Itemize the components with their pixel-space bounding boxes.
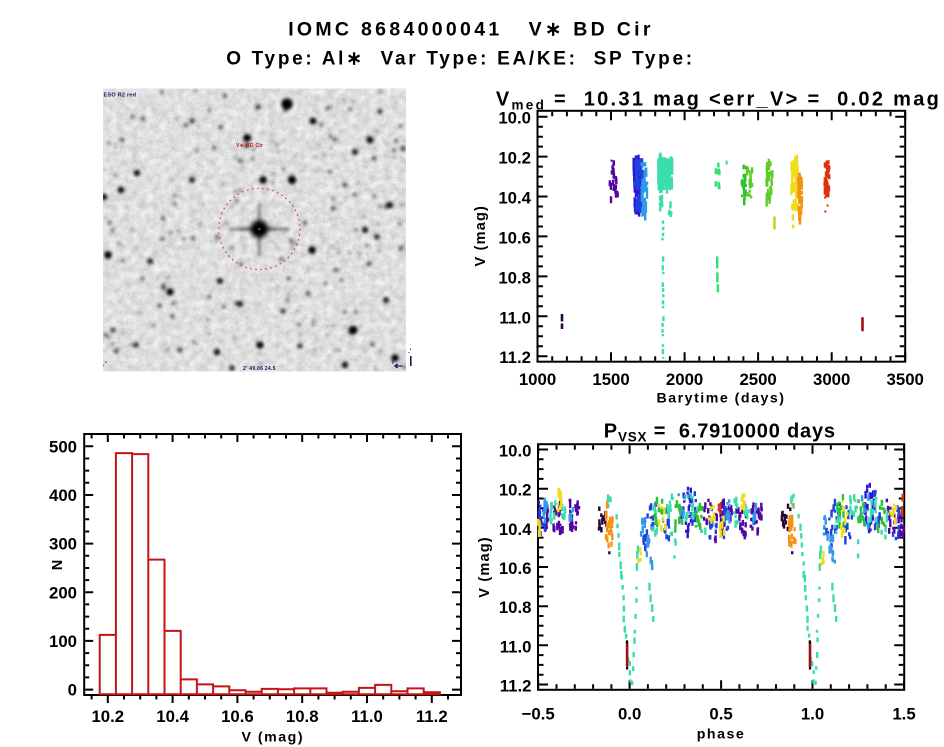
svg-text:3500: 3500 xyxy=(887,370,924,389)
svg-text:10.6: 10.6 xyxy=(499,559,532,578)
svg-text:1000: 1000 xyxy=(519,370,556,389)
svg-text:1500: 1500 xyxy=(592,370,629,389)
svg-text:300: 300 xyxy=(49,535,77,554)
svg-text:10.2: 10.2 xyxy=(498,149,531,168)
svg-text:V (mag): V (mag) xyxy=(473,205,489,267)
svg-text:10.8: 10.8 xyxy=(286,707,319,726)
svg-text:3000: 3000 xyxy=(813,370,850,389)
svg-text:ESO R2 red: ESO R2 red xyxy=(104,93,137,99)
svg-text:10.6: 10.6 xyxy=(498,228,531,247)
svg-text:N: N xyxy=(50,560,66,570)
svg-text:2000: 2000 xyxy=(666,370,703,389)
svg-text:10.8: 10.8 xyxy=(499,598,532,617)
svg-text:Vmed = 10.31 mag <err_V> = 0: Vmed = 10.31 mag <err_V> = 0.02 mag xyxy=(496,89,941,113)
svg-text:0.0: 0.0 xyxy=(618,704,641,723)
svg-text:0: 0 xyxy=(68,681,77,700)
svg-text:1.0: 1.0 xyxy=(801,704,824,723)
svg-text:O Type: Al∗ Var Type: EA/KE:: O Type: Al∗ Var Type: EA/KE: SP Type: xyxy=(226,49,695,70)
svg-text:PVSX = 6.7910000 days: PVSX = 6.7910000 days xyxy=(604,421,836,445)
svg-text:V (mag): V (mag) xyxy=(242,730,305,746)
svg-text:Barytime (days): Barytime (days) xyxy=(657,391,786,407)
svg-text:V∗ BD Cir: V∗ BD Cir xyxy=(236,143,263,149)
svg-text:11.0: 11.0 xyxy=(500,637,532,656)
svg-text:1.5: 1.5 xyxy=(892,704,915,723)
svg-text:11.2: 11.2 xyxy=(416,707,448,726)
svg-text:2′ 49.06 24.5: 2′ 49.06 24.5 xyxy=(243,366,276,372)
svg-text:phase: phase xyxy=(697,726,746,742)
svg-text:10.4: 10.4 xyxy=(498,189,531,208)
svg-text:10.0: 10.0 xyxy=(499,442,532,461)
svg-text:400: 400 xyxy=(49,486,77,505)
svg-text:0.5: 0.5 xyxy=(709,704,732,723)
svg-text:.′: .′ xyxy=(408,348,412,355)
svg-text:r: r xyxy=(392,360,395,366)
svg-text:IOMC 8684000041 V∗ BD Cir: IOMC 8684000041 V∗ BD Cir xyxy=(288,19,654,41)
svg-text:11.2: 11.2 xyxy=(499,348,531,367)
svg-text:200: 200 xyxy=(49,583,77,602)
svg-text:10.2: 10.2 xyxy=(499,481,532,500)
svg-text:100: 100 xyxy=(49,632,77,651)
svg-text:10.6: 10.6 xyxy=(221,707,254,726)
svg-text:10.4: 10.4 xyxy=(499,520,532,539)
svg-text:2500: 2500 xyxy=(739,370,776,389)
svg-text:11.0: 11.0 xyxy=(499,308,531,327)
svg-text:11.0: 11.0 xyxy=(351,707,383,726)
svg-text:10.2: 10.2 xyxy=(91,707,124,726)
svg-text:11.2: 11.2 xyxy=(500,676,532,695)
svg-text:V (mag): V (mag) xyxy=(477,536,493,598)
svg-text:10.4: 10.4 xyxy=(156,707,189,726)
svg-text:−0.5: −0.5 xyxy=(522,704,555,723)
svg-text:500: 500 xyxy=(49,437,77,456)
svg-text:10.0: 10.0 xyxy=(498,109,531,128)
svg-text:,′′: ,′′ xyxy=(103,362,108,368)
svg-text:10.8: 10.8 xyxy=(498,268,531,287)
